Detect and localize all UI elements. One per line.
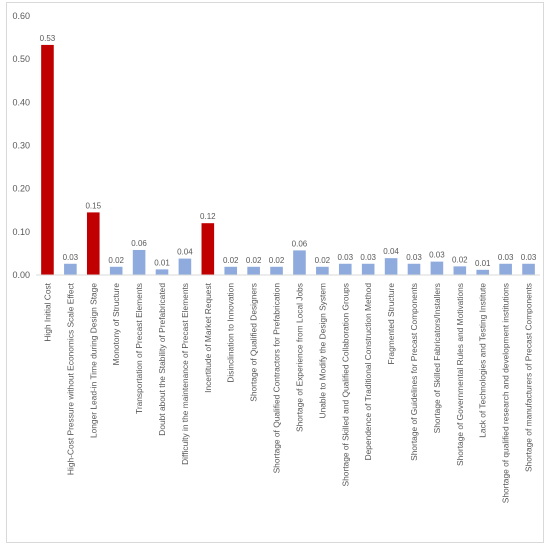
data-labels: 0.53 0.03 0.15 0.02 0.06 0.01 0.04 0.12 0.02 0.02… xyxy=(40,34,537,268)
bar xyxy=(109,266,123,275)
x-tick-label: Fragmented Structure xyxy=(386,283,396,365)
bar xyxy=(499,263,512,275)
bar xyxy=(361,263,375,275)
x-tick-label: Shortage of Governmental Rules and Motiv… xyxy=(455,283,465,466)
data-label: 0.53 xyxy=(40,34,56,43)
y-tick-label: 0.40 xyxy=(12,97,30,107)
data-label: 0.03 xyxy=(337,253,353,262)
y-tick-label: 0.00 xyxy=(12,270,30,280)
x-tick-label: Doubt about the Stability of Prefabricat… xyxy=(157,283,167,436)
data-label: 0.06 xyxy=(131,239,147,248)
x-tick-label: Disinclination to Innovation xyxy=(226,283,236,383)
y-tick-label: 0.20 xyxy=(12,184,30,194)
bar xyxy=(293,250,306,275)
x-tick-label: Longer Lead-in Time during Design Stage xyxy=(88,283,98,438)
data-label: 0.03 xyxy=(498,253,514,262)
data-label: 0.06 xyxy=(292,239,308,248)
bar xyxy=(247,266,260,275)
bar xyxy=(270,266,283,275)
data-label: 0.04 xyxy=(383,247,399,256)
data-label: 0.01 xyxy=(154,258,170,267)
bar xyxy=(338,263,352,275)
data-label: 0.03 xyxy=(521,253,537,262)
x-tick-label: Transportation of Precast Elements xyxy=(134,283,144,414)
x-tick-label: Shortage of Skilled and Qualified Collab… xyxy=(340,283,350,486)
bar xyxy=(86,212,100,275)
x-tick-label: Unable to Modify the Design System xyxy=(317,283,327,418)
bar xyxy=(430,261,444,275)
data-label: 0.02 xyxy=(246,256,262,265)
bar xyxy=(224,266,238,275)
x-tick-label: Shortage of manufacturers of Precast Com… xyxy=(524,283,534,472)
y-tick-label: 0.60 xyxy=(12,11,30,21)
y-axis: 0.00 0.10 0.20 0.30 0.40 0.50 0.60 xyxy=(12,11,30,280)
bar xyxy=(41,44,54,276)
x-tick-label: High Initial Cost xyxy=(42,282,52,341)
bar xyxy=(522,263,535,275)
y-tick-label: 0.50 xyxy=(12,54,30,64)
data-label: 0.03 xyxy=(406,253,422,262)
bars xyxy=(41,44,535,276)
y-tick-label: 0.10 xyxy=(12,227,30,237)
x-tick-label: Shortage of Skilled Fabricators/Installe… xyxy=(432,283,442,433)
data-label: 0.02 xyxy=(315,256,331,265)
bar xyxy=(132,249,146,275)
x-tick-label: Monotony of Structure xyxy=(111,283,121,366)
bar xyxy=(178,258,192,275)
x-tick-label: Lack of Technologies and Testing Institu… xyxy=(478,283,488,438)
data-label: 0.15 xyxy=(85,201,101,210)
data-label: 0.03 xyxy=(429,251,445,260)
x-tick-label: Difficulty in the maintenance of Precast… xyxy=(180,283,190,465)
data-label: 0.03 xyxy=(360,253,376,262)
x-axis: High Initial Cost High-Cost Pressure with… xyxy=(36,274,540,503)
x-tick-label: Shortage of Experience from Local Jobs xyxy=(294,283,304,432)
bar xyxy=(476,269,490,275)
bar xyxy=(201,223,215,275)
data-label: 0.02 xyxy=(108,256,124,265)
data-label: 0.02 xyxy=(223,256,239,265)
bar xyxy=(384,258,398,275)
x-tick-label: High-Cost Pressure without Economics Sca… xyxy=(65,282,75,475)
bar xyxy=(453,266,467,275)
data-label: 0.01 xyxy=(475,259,491,268)
bar xyxy=(64,263,77,275)
x-tick-label: Shortage of Qualified Contractors for Pr… xyxy=(272,283,282,474)
bar xyxy=(407,263,421,275)
data-label: 0.03 xyxy=(63,253,79,262)
bar xyxy=(155,269,169,275)
data-label: 0.02 xyxy=(269,256,285,265)
x-tick-label: Dependence of Traditional Construction M… xyxy=(363,283,373,461)
data-label: 0.02 xyxy=(452,255,468,264)
bar xyxy=(316,266,329,275)
data-label: 0.04 xyxy=(177,248,193,257)
x-tick-label: Shortage of Guidelines for Precast Compo… xyxy=(409,283,419,461)
x-tick-label: Incertitude of Market Request xyxy=(203,282,213,393)
x-tick-label: Shortage of qualified research and devel… xyxy=(501,283,511,503)
y-tick-label: 0.30 xyxy=(12,141,30,151)
data-label: 0.12 xyxy=(200,212,216,221)
x-tick-label: Shortage of Qualified Designers xyxy=(249,283,259,402)
